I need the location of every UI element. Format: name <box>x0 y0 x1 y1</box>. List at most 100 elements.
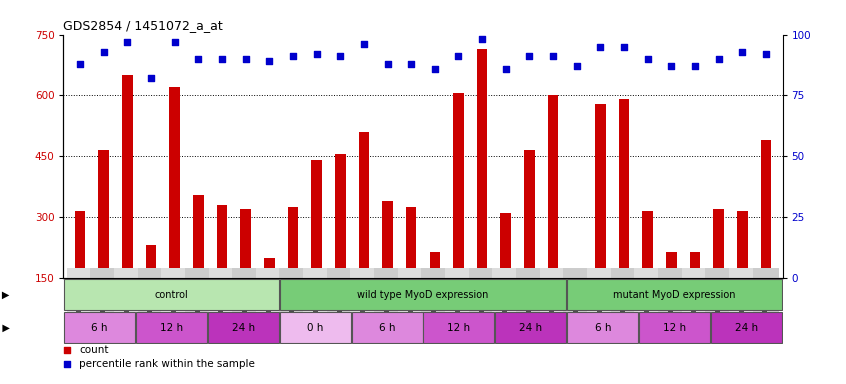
Bar <box>761 140 772 278</box>
Text: wild type MyoD expression: wild type MyoD expression <box>357 290 489 300</box>
Text: 6 h: 6 h <box>595 323 611 333</box>
Point <box>74 61 87 67</box>
Text: GSM148436: GSM148436 <box>455 278 461 320</box>
Bar <box>288 207 299 278</box>
Text: GSM148439: GSM148439 <box>692 278 698 320</box>
Point <box>215 56 228 62</box>
Bar <box>595 104 606 278</box>
Text: GSM148447: GSM148447 <box>195 278 201 320</box>
Point <box>333 53 347 60</box>
Bar <box>430 252 440 278</box>
FancyBboxPatch shape <box>424 313 494 343</box>
FancyBboxPatch shape <box>280 313 350 343</box>
Bar <box>689 252 700 278</box>
Text: count: count <box>80 345 109 355</box>
Point <box>759 51 772 57</box>
Text: 24 h: 24 h <box>735 323 758 333</box>
Text: GSM148444: GSM148444 <box>266 278 272 320</box>
Text: GSM148438: GSM148438 <box>124 278 130 320</box>
FancyBboxPatch shape <box>280 279 566 310</box>
Text: GSM148429: GSM148429 <box>716 278 722 320</box>
Text: 12 h: 12 h <box>663 323 686 333</box>
Point <box>594 44 607 50</box>
Text: 6 h: 6 h <box>379 323 395 333</box>
Text: GSM148437: GSM148437 <box>385 278 391 320</box>
Point <box>547 53 560 60</box>
Bar <box>737 211 748 278</box>
Bar <box>217 205 228 278</box>
Bar <box>382 201 393 278</box>
Bar <box>406 207 416 278</box>
Text: GSM148425: GSM148425 <box>431 278 438 320</box>
Point <box>286 53 299 60</box>
Text: GSM148422: GSM148422 <box>503 278 508 320</box>
Bar <box>311 160 321 278</box>
Text: GSM148450: GSM148450 <box>408 278 415 320</box>
Text: GSM148432: GSM148432 <box>77 278 83 320</box>
Bar <box>571 276 582 278</box>
Point <box>381 61 394 67</box>
Point <box>357 41 371 47</box>
FancyBboxPatch shape <box>64 279 278 310</box>
FancyBboxPatch shape <box>136 313 206 343</box>
Bar <box>193 195 204 278</box>
Point <box>428 66 442 72</box>
Text: time  ▶: time ▶ <box>0 323 9 333</box>
Text: GSM148430: GSM148430 <box>574 278 580 320</box>
Point <box>310 51 323 57</box>
Point <box>712 56 726 62</box>
Point <box>449 187 463 194</box>
Point <box>735 48 749 55</box>
Bar <box>240 209 251 278</box>
Point <box>689 63 702 69</box>
FancyBboxPatch shape <box>352 313 422 343</box>
Point <box>404 61 418 67</box>
Text: GSM148441: GSM148441 <box>148 278 154 320</box>
Point <box>665 63 678 69</box>
Point <box>570 63 584 69</box>
Text: percentile rank within the sample: percentile rank within the sample <box>80 359 255 369</box>
Bar <box>335 154 345 278</box>
Point <box>499 66 513 72</box>
Text: GSM148421: GSM148421 <box>645 278 651 320</box>
FancyBboxPatch shape <box>640 313 710 343</box>
Bar <box>359 132 369 278</box>
Text: GSM148449: GSM148449 <box>479 278 485 320</box>
Text: 12 h: 12 h <box>160 323 183 333</box>
Point <box>97 48 111 55</box>
Point <box>120 39 134 45</box>
Bar <box>477 49 487 278</box>
Text: 24 h: 24 h <box>519 323 542 333</box>
Point <box>523 53 536 60</box>
Point <box>641 56 655 62</box>
Text: 0 h: 0 h <box>307 323 323 333</box>
FancyBboxPatch shape <box>64 313 135 343</box>
Text: GSM148426: GSM148426 <box>526 278 532 320</box>
Text: GSM148424: GSM148424 <box>219 278 225 320</box>
Point <box>191 56 205 62</box>
Text: 24 h: 24 h <box>232 323 255 333</box>
Text: GSM148434: GSM148434 <box>739 278 745 320</box>
Bar <box>122 75 133 278</box>
Bar <box>146 245 157 278</box>
Bar <box>666 252 677 278</box>
Text: GSM148431: GSM148431 <box>597 278 603 320</box>
Bar <box>713 209 724 278</box>
Bar <box>547 95 558 278</box>
Bar <box>525 150 535 278</box>
FancyBboxPatch shape <box>568 313 638 343</box>
FancyBboxPatch shape <box>208 313 278 343</box>
Text: GSM148442: GSM148442 <box>243 278 249 320</box>
Point <box>144 75 157 81</box>
Text: protocol  ▶: protocol ▶ <box>0 290 9 300</box>
Bar <box>501 213 511 278</box>
Bar <box>642 211 653 278</box>
Text: GSM148433: GSM148433 <box>101 278 107 320</box>
Point <box>262 58 276 65</box>
Text: GSM148446: GSM148446 <box>172 278 178 320</box>
Point <box>239 56 252 62</box>
Text: GSM148423: GSM148423 <box>668 278 674 320</box>
Text: control: control <box>155 290 188 300</box>
Bar <box>74 211 85 278</box>
Text: GSM148445: GSM148445 <box>763 278 769 320</box>
